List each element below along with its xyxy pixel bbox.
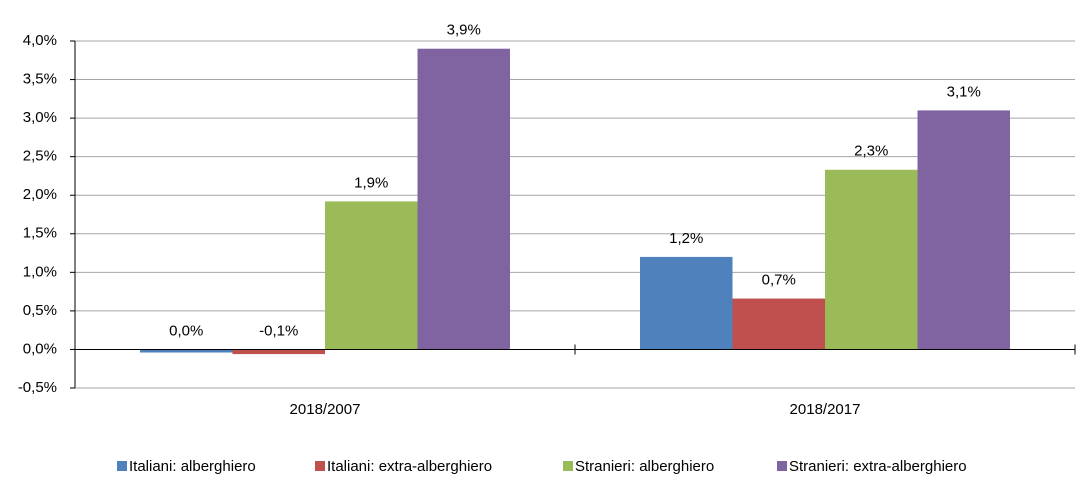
y-tick-label: 2,5%: [23, 148, 57, 165]
legend-swatch: [117, 461, 127, 471]
bar: [140, 349, 233, 353]
bar: [325, 201, 418, 350]
legend-swatch: [315, 461, 325, 471]
bar: [917, 110, 1010, 350]
legend-label: Stranieri: extra-alberghiero: [789, 458, 967, 475]
y-tick-label: 1,0%: [23, 263, 57, 280]
x-tick-label: 2018/2017: [790, 401, 861, 418]
value-label: 1,2%: [669, 230, 703, 247]
legend-swatch: [777, 461, 787, 471]
value-label: 1,9%: [354, 174, 388, 191]
bar: [417, 48, 510, 350]
y-tick-label: 0,0%: [23, 340, 57, 357]
value-label: -0,1%: [259, 322, 298, 339]
value-label: 3,9%: [447, 22, 481, 39]
y-tick-label: 0,5%: [23, 302, 57, 319]
legend-label: Italiani: alberghiero: [129, 458, 256, 475]
bar: [825, 169, 918, 350]
x-tick-label: 2018/2007: [290, 401, 361, 418]
y-tick-label: 1,5%: [23, 225, 57, 242]
y-tick-label: 2,0%: [23, 186, 57, 203]
value-label: 0,7%: [762, 272, 796, 289]
legend-label: Stranieri: alberghiero: [575, 458, 714, 475]
y-tick-label: 4,0%: [23, 32, 57, 49]
y-tick-label: 3,5%: [23, 71, 57, 88]
legend-label: Italiani: extra-alberghiero: [327, 458, 492, 475]
value-label: 3,1%: [947, 83, 981, 100]
y-tick-label: -0,5%: [18, 379, 57, 396]
legend-swatch: [563, 461, 573, 471]
bar: [232, 349, 325, 355]
value-label: 0,0%: [169, 322, 203, 339]
bar: [640, 256, 733, 350]
value-label: 2,3%: [854, 143, 888, 160]
bar: [732, 298, 825, 350]
y-tick-label: 3,0%: [23, 109, 57, 126]
